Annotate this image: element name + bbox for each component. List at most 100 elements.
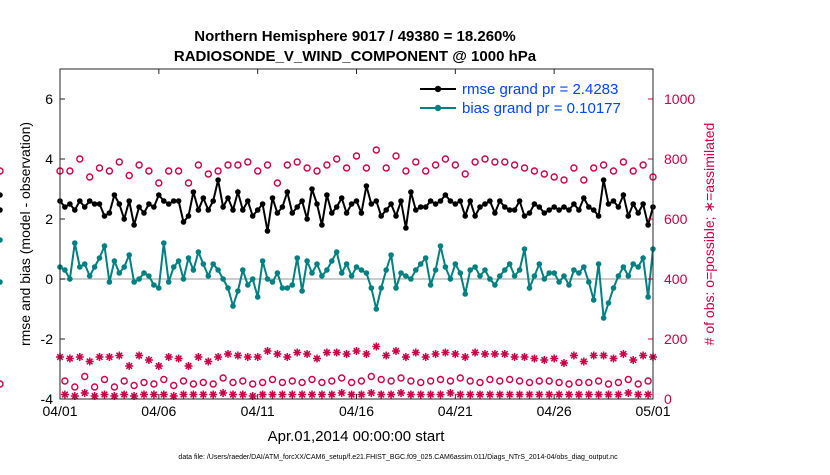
bias-point xyxy=(590,297,597,303)
obs-assimilated-point xyxy=(525,390,534,399)
y-axis-label-right: # of obs: o=possible; ∗=assimilated xyxy=(701,123,717,346)
obs-possible-point xyxy=(303,164,311,172)
bias-point xyxy=(630,261,636,267)
bias-point xyxy=(635,264,641,270)
obs-assimilated-point xyxy=(248,392,257,400)
obs-assimilated-point xyxy=(154,362,163,370)
obs-possible-point xyxy=(333,155,341,163)
obs-assimilated-point xyxy=(214,353,223,361)
bias-point xyxy=(363,270,370,276)
obs-assimilated-point xyxy=(209,390,218,399)
obs-assimilated-point xyxy=(624,389,633,397)
obs-assimilated-point xyxy=(441,348,450,357)
bias-point xyxy=(210,261,216,267)
bias-point xyxy=(368,285,375,291)
bias-point xyxy=(141,270,147,276)
rmse-point xyxy=(600,177,607,183)
rmse-point xyxy=(383,207,390,213)
bias-point xyxy=(645,294,651,300)
obs-possible-point xyxy=(604,380,613,388)
rmse-point xyxy=(151,204,157,210)
rmse-point xyxy=(511,207,518,213)
obs-assimilated-point xyxy=(589,351,598,360)
bias-point xyxy=(437,243,444,249)
obs-assimilated-point xyxy=(219,389,228,397)
bias-point xyxy=(373,306,380,312)
obs-assimilated-point xyxy=(268,390,277,399)
rmse-point xyxy=(111,192,118,198)
bias-point xyxy=(324,267,330,273)
obs-assimilated-point xyxy=(639,351,648,360)
rmse-point xyxy=(205,207,212,213)
obs-assimilated-point xyxy=(120,390,129,399)
obs-assimilated-point xyxy=(159,390,168,399)
rmse-point xyxy=(516,198,523,204)
rmse-point xyxy=(417,204,424,210)
obs-possible-point xyxy=(169,381,178,390)
rmse-point xyxy=(230,207,236,213)
obs-possible-point xyxy=(209,380,217,388)
obs-assimilated-point xyxy=(229,390,237,399)
chart-title-line2: RADIOSONDE_V_WIND_COMPONENT @ 1000 hPa xyxy=(174,48,537,65)
rmse-point xyxy=(190,189,197,195)
obs-assimilated-point xyxy=(352,347,361,355)
obs-possible-point xyxy=(0,380,4,388)
obs-assimilated-point xyxy=(584,390,593,399)
bias-point xyxy=(235,288,241,294)
obs-assimilated-point xyxy=(599,351,608,360)
bias-point xyxy=(442,264,449,270)
bias-point xyxy=(497,273,503,279)
bias-point xyxy=(289,282,296,288)
bias-point xyxy=(526,285,533,291)
rmse-point xyxy=(343,210,350,216)
obs-assimilated-point xyxy=(500,350,509,358)
rmse-point xyxy=(373,198,380,204)
bias-point xyxy=(595,261,602,267)
bias-point xyxy=(427,282,434,288)
rmse-point xyxy=(472,213,478,219)
bias-point xyxy=(106,279,113,285)
obs-assimilated-point xyxy=(100,390,109,399)
rmse-point xyxy=(368,201,375,207)
rmse-point xyxy=(225,195,231,201)
bias-point xyxy=(432,267,439,273)
obs-possible-point xyxy=(599,161,608,169)
obs-assimilated-point xyxy=(164,353,173,361)
bias-point xyxy=(319,273,325,279)
rmse-point xyxy=(279,204,286,210)
obs-possible-point xyxy=(461,170,469,178)
rmse-point xyxy=(467,198,474,204)
bias-point xyxy=(378,285,385,291)
y-tick-label-left: 4 xyxy=(45,151,53,167)
obs-possible-point xyxy=(288,377,296,385)
obs-possible-point xyxy=(61,377,69,385)
obs-possible-point xyxy=(590,164,598,172)
obs-assimilated-point xyxy=(451,350,460,358)
obs-possible-point xyxy=(426,377,435,385)
obs-possible-point xyxy=(614,378,623,387)
rmse-point xyxy=(620,192,627,198)
chart-title-line1: Northern Hemisphere 9017 / 49380 = 18.26… xyxy=(194,28,515,45)
rmse-point xyxy=(67,201,73,207)
obs-assimilated-point xyxy=(273,350,282,358)
obs-possible-point xyxy=(328,377,336,385)
obs-assimilated-point xyxy=(382,351,391,360)
bias-point xyxy=(67,276,73,282)
y-tick-label-right: 0 xyxy=(664,391,672,407)
obs-assimilated-point xyxy=(327,390,336,399)
rmse-point xyxy=(77,198,83,204)
obs-assimilated-point xyxy=(540,356,549,364)
bias-point xyxy=(200,261,207,267)
obs-possible-point xyxy=(530,167,539,175)
rmse-point xyxy=(338,195,345,201)
obs-possible-point xyxy=(629,167,637,175)
obs-possible-point xyxy=(501,158,509,166)
legend-label-bias: bias grand pr = 0.10177 xyxy=(462,100,621,117)
obs-possible-point xyxy=(397,374,405,382)
obs-possible-point xyxy=(85,173,94,181)
rmse-point xyxy=(121,216,127,222)
obs-assimilated-point xyxy=(189,390,198,399)
obs-possible-point xyxy=(283,161,291,169)
obs-possible-point xyxy=(347,378,356,387)
y-tick-label-right: 200 xyxy=(664,331,688,347)
